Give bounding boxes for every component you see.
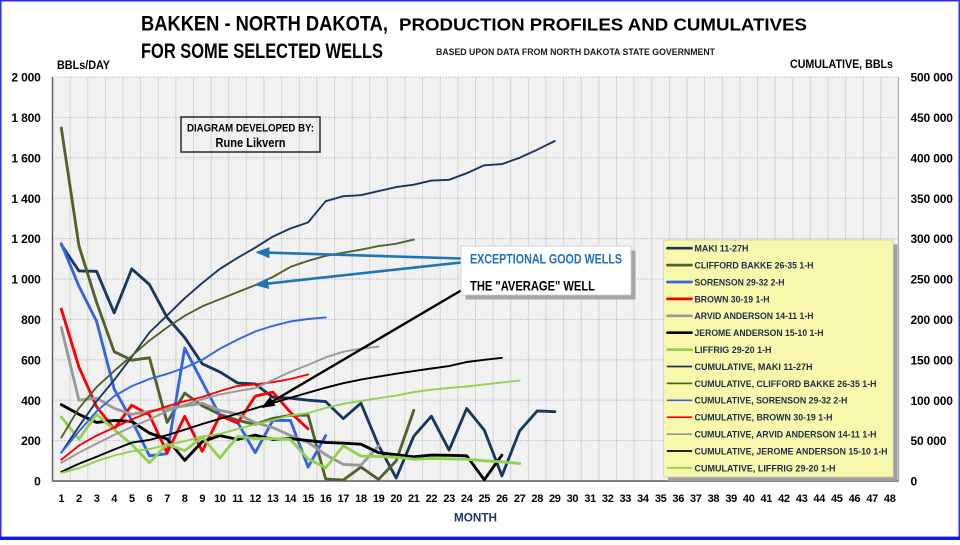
svg-text:CUMULATIVE, SORENSON 29-32 2-H: CUMULATIVE, SORENSON 29-32 2-H [695,396,848,407]
svg-text:CUMULATIVE, CLIFFORD BAKKE 26-: CUMULATIVE, CLIFFORD BAKKE 26-35 1-H [695,379,877,390]
svg-text:CUMULATIVE, LIFFRIG 29-20 1-H: CUMULATIVE, LIFFRIG 29-20 1-H [695,463,836,474]
svg-text:26: 26 [496,493,508,505]
svg-text:1 600: 1 600 [11,151,41,165]
svg-text:28: 28 [531,493,543,505]
svg-text:3: 3 [94,493,100,505]
svg-text:40: 40 [743,493,755,505]
svg-text:19: 19 [373,493,385,505]
svg-text:PRODUCTION PROFILES AND CUMULA: PRODUCTION PROFILES AND CUMULATIVES [399,14,807,34]
svg-text:10: 10 [214,493,226,505]
svg-text:22: 22 [426,493,438,505]
svg-text:JEROME ANDERSON 15-10 1-H: JEROME ANDERSON 15-10 1-H [695,328,824,339]
svg-text:4: 4 [111,493,118,505]
svg-text:38: 38 [708,493,720,505]
svg-text:16: 16 [320,493,332,505]
svg-text:2: 2 [76,493,82,505]
svg-text:8: 8 [182,493,188,505]
svg-text:600: 600 [21,353,41,367]
svg-text:12: 12 [249,493,261,505]
svg-text:24: 24 [461,493,474,505]
svg-text:EXCEPTIONAL GOOD WELLS: EXCEPTIONAL GOOD WELLS [470,252,622,267]
svg-text:20: 20 [390,493,402,505]
svg-text:5: 5 [129,493,135,505]
svg-text:1 800: 1 800 [11,111,41,125]
svg-text:250 000: 250 000 [911,273,954,287]
svg-text:17: 17 [338,493,350,505]
svg-text:42: 42 [778,493,790,505]
svg-text:CUMULATIVE, BBLs: CUMULATIVE, BBLs [790,57,893,71]
svg-text:MONTH: MONTH [454,512,497,525]
svg-text:200 000: 200 000 [911,313,954,327]
svg-text:1 200: 1 200 [11,232,41,246]
svg-text:34: 34 [637,493,650,505]
svg-text:SORENSON 29-32 2-H: SORENSON 29-32 2-H [695,277,785,288]
svg-text:37: 37 [690,493,702,505]
svg-text:BBLs/DAY: BBLs/DAY [57,58,110,72]
svg-text:CUMULATIVE, ARVID ANDERSON 14-: CUMULATIVE, ARVID ANDERSON 14-11 1-H [695,430,877,441]
svg-text:200: 200 [21,434,41,448]
svg-text:0: 0 [34,475,41,489]
svg-text:BROWN 30-19 1-H: BROWN 30-19 1-H [695,294,770,305]
svg-text:39: 39 [725,493,737,505]
svg-text:300 000: 300 000 [911,232,954,246]
svg-text:21: 21 [408,493,420,505]
svg-text:23: 23 [443,493,455,505]
svg-text:45: 45 [831,493,843,505]
svg-text:FOR SOME SELECTED WELLS: FOR SOME SELECTED WELLS [141,39,383,63]
svg-text:400 000: 400 000 [911,151,954,165]
svg-text:1 400: 1 400 [11,192,41,206]
svg-text:44: 44 [813,493,826,505]
svg-text:350 000: 350 000 [911,192,954,206]
svg-text:30: 30 [567,493,579,505]
svg-text:BASED UPON DATA FROM NORTH DAK: BASED UPON DATA FROM NORTH DAKOTA STATE … [436,47,715,58]
svg-text:13: 13 [267,493,279,505]
svg-text:1 000: 1 000 [11,273,41,287]
svg-text:MAKI 11-27H: MAKI 11-27H [695,244,749,255]
svg-text:100 000: 100 000 [911,394,954,408]
svg-text:33: 33 [620,493,632,505]
svg-text:ARVID ANDERSON 14-11 1-H: ARVID ANDERSON 14-11 1-H [695,311,814,322]
svg-text:32: 32 [602,493,614,505]
svg-text:0: 0 [911,475,918,489]
svg-text:47: 47 [866,493,878,505]
svg-text:15: 15 [302,493,314,505]
svg-text:450 000: 450 000 [911,111,954,125]
svg-text:2 000: 2 000 [11,71,41,85]
svg-text:11: 11 [232,493,243,505]
svg-text:46: 46 [849,493,861,505]
svg-text:9: 9 [199,493,205,505]
svg-text:7: 7 [164,493,170,505]
svg-text:LIFFRIG 29-20 1-H: LIFFRIG 29-20 1-H [695,345,772,356]
svg-text:BAKKEN - NORTH DAKOTA,: BAKKEN - NORTH DAKOTA, [141,11,388,35]
svg-text:18: 18 [355,493,367,505]
svg-text:50 000: 50 000 [911,434,947,448]
svg-text:35: 35 [655,493,667,505]
svg-text:THE "AVERAGE" WELL: THE "AVERAGE" WELL [470,279,595,294]
svg-text:DIAGRAM DEVELOPED BY:: DIAGRAM DEVELOPED BY: [187,123,314,135]
svg-text:43: 43 [796,493,808,505]
svg-text:CUMULATIVE, MAKI 11-27H: CUMULATIVE, MAKI 11-27H [695,362,813,373]
svg-text:400: 400 [21,394,41,408]
svg-text:1: 1 [58,493,64,505]
svg-text:36: 36 [672,493,684,505]
svg-text:6: 6 [147,493,153,505]
svg-text:Rune Likvern: Rune Likvern [216,136,286,150]
svg-text:CUMULATIVE, JEROME ANDERSON 15: CUMULATIVE, JEROME ANDERSON 15-10 1-H [695,446,888,457]
svg-text:41: 41 [761,493,773,505]
svg-text:25: 25 [479,493,491,505]
svg-text:CLIFFORD BAKKE 26-35 1-H: CLIFFORD BAKKE 26-35 1-H [695,261,814,272]
svg-text:500 000: 500 000 [911,71,954,85]
svg-text:CUMULATIVE, BROWN 30-19 1-H: CUMULATIVE, BROWN 30-19 1-H [695,413,833,424]
svg-text:31: 31 [584,493,596,505]
svg-text:150 000: 150 000 [911,353,954,367]
svg-text:48: 48 [884,493,896,505]
svg-text:800: 800 [21,313,41,327]
svg-text:27: 27 [514,493,526,505]
svg-text:14: 14 [285,493,298,505]
svg-text:29: 29 [549,493,561,505]
